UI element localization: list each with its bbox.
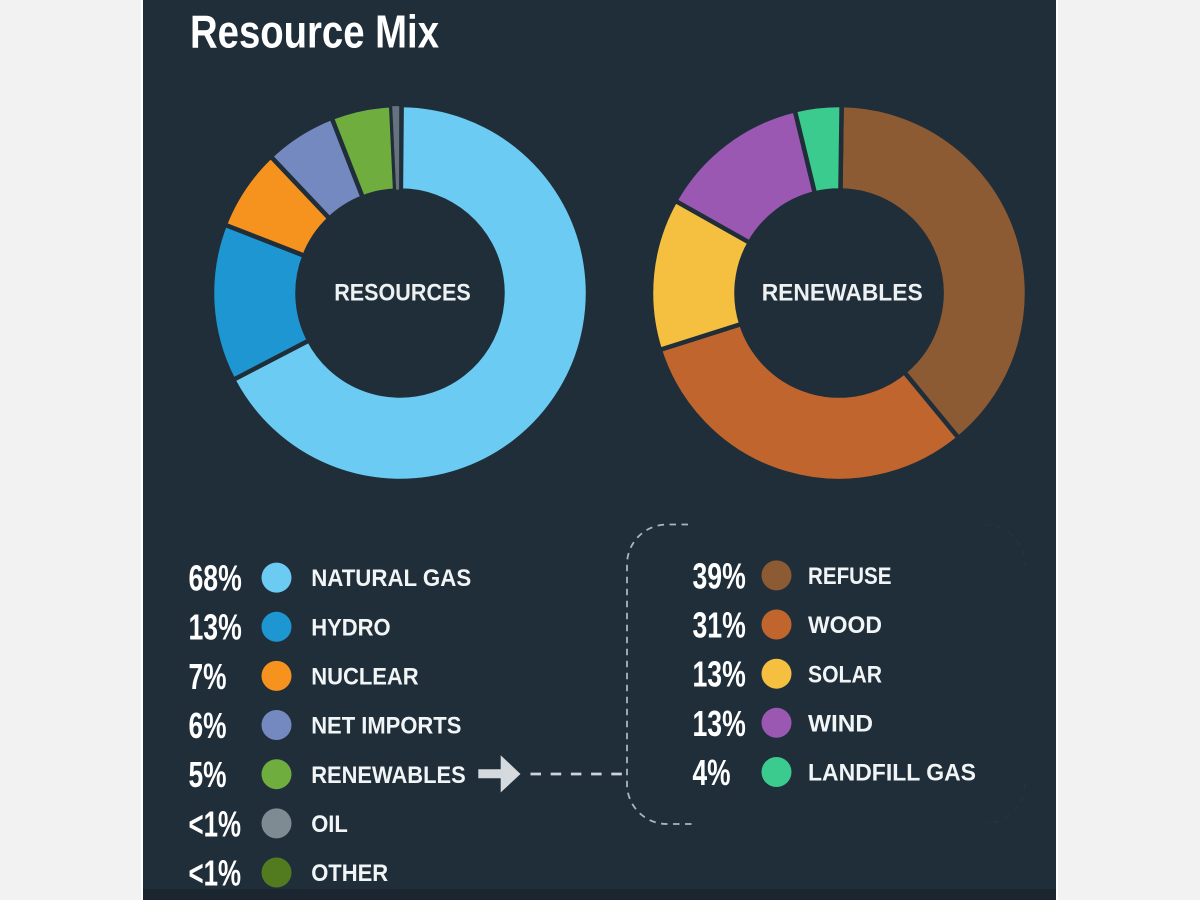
svg-text:<1%: <1% [189,803,242,844]
svg-text:RENEWABLES: RENEWABLES [762,280,923,307]
svg-text:39%: 39% [693,555,746,596]
svg-text:6%: 6% [189,705,227,746]
svg-text:Resource Mix: Resource Mix [190,5,439,57]
svg-text:LANDFILL GAS: LANDFILL GAS [808,760,976,787]
svg-text:WOOD: WOOD [808,612,882,639]
svg-text:OIL: OIL [311,811,348,838]
svg-text:13%: 13% [693,654,746,695]
svg-text:<1%: <1% [189,852,242,893]
svg-text:OTHER: OTHER [311,860,388,887]
svg-text:NUCLEAR: NUCLEAR [311,664,419,691]
svg-text:31%: 31% [693,604,746,645]
svg-text:5%: 5% [189,754,227,795]
svg-text:RESOURCES: RESOURCES [334,280,471,307]
svg-text:REFUSE: REFUSE [808,563,892,590]
svg-text:13%: 13% [189,607,242,648]
svg-text:WIND: WIND [808,710,873,737]
svg-text:13%: 13% [693,703,746,744]
svg-text:HYDRO: HYDRO [311,614,390,641]
svg-text:7%: 7% [189,656,227,697]
svg-text:NET IMPORTS: NET IMPORTS [311,713,461,740]
svg-text:SOLAR: SOLAR [808,661,882,688]
svg-text:RENEWABLES: RENEWABLES [311,762,466,789]
svg-text:68%: 68% [189,558,242,599]
svg-text:4%: 4% [693,752,731,793]
svg-text:NATURAL GAS: NATURAL GAS [311,565,471,592]
